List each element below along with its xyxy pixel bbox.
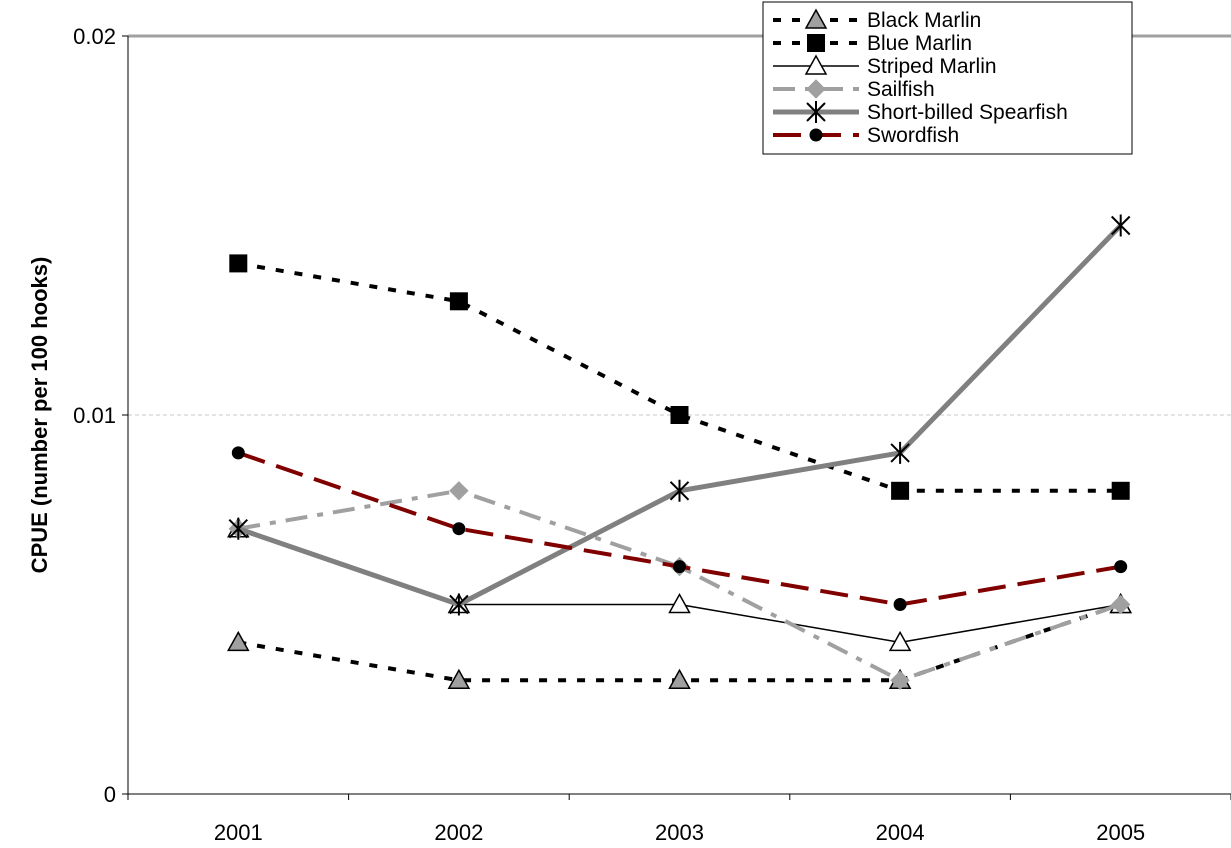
y-tick-label: 0.02	[73, 24, 116, 49]
legend-item-short-billed-spearfish: Short-billed Spearfish	[773, 101, 1068, 124]
x-tick-label: 2004	[876, 820, 925, 845]
data-point	[670, 406, 689, 424]
series-blue-marlin	[229, 254, 1130, 500]
legend-swatch-marker	[806, 79, 826, 99]
data-point	[231, 446, 245, 460]
legend-swatch-marker	[807, 34, 825, 52]
data-point	[1110, 214, 1131, 237]
legend-item-blue-marlin: Blue Marlin	[773, 32, 972, 55]
data-point	[229, 254, 248, 273]
series-line	[237, 261, 1121, 493]
data-point	[1111, 481, 1130, 500]
x-tick-label: 2001	[214, 820, 263, 845]
series-line	[237, 451, 1122, 607]
series-sailfish	[228, 481, 1131, 691]
series	[227, 214, 1132, 691]
data-point	[669, 479, 690, 502]
legend-label: Striped Marlin	[867, 55, 997, 78]
series-line	[237, 488, 1122, 683]
legend-swatch-marker	[804, 54, 828, 75]
legend-item-striped-marlin: Striped Marlin	[773, 54, 997, 78]
data-point	[228, 517, 249, 540]
legend-item-black-marlin: Black Marlin	[773, 8, 981, 32]
legend-label: Sailfish	[867, 78, 935, 101]
x-tick-label: 2005	[1096, 820, 1145, 845]
data-point	[1110, 594, 1131, 615]
data-point	[452, 522, 466, 536]
data-point	[449, 593, 469, 616]
data-point	[673, 560, 686, 574]
data-point	[449, 292, 468, 311]
legend-label: Blue Marlin	[867, 32, 972, 55]
x-ticks: 2001 2002 2003 2004 2005	[127, 794, 1231, 845]
data-point	[891, 481, 910, 500]
y-tick-label: 0	[104, 782, 116, 807]
data-point	[1114, 560, 1128, 574]
legend-item-sailfish: Sailfish	[773, 78, 935, 101]
series-swordfish	[231, 446, 1128, 611]
data-point	[893, 598, 907, 611]
data-point	[888, 630, 912, 652]
legend-label: Short-billed Spearfish	[867, 101, 1068, 124]
legend-swatch-marker	[806, 101, 826, 123]
y-axis-title: CPUE (number per 100 hooks)	[27, 257, 52, 574]
data-point	[668, 592, 691, 614]
y-ticks: 0 0.01 0.02	[73, 24, 128, 807]
data-point	[890, 441, 910, 464]
legend-label: Black Marlin	[867, 9, 981, 32]
legend-swatch-marker	[804, 8, 828, 29]
data-point	[890, 670, 910, 691]
data-point	[668, 668, 691, 690]
data-point	[227, 630, 250, 652]
legend-swatch-marker	[809, 128, 823, 142]
legend-item-swordfish: Swordfish	[773, 124, 959, 147]
series-striped-marlin	[227, 517, 1132, 652]
x-tick-label: 2002	[434, 820, 483, 845]
y-tick-label: 0.01	[73, 403, 116, 428]
data-point	[449, 481, 469, 501]
data-point	[447, 668, 471, 690]
x-tick-label: 2003	[655, 820, 704, 845]
series-line	[238, 527, 1121, 644]
legend-label: Swordfish	[867, 124, 959, 147]
series-short-billed-spearfish	[228, 214, 1131, 616]
